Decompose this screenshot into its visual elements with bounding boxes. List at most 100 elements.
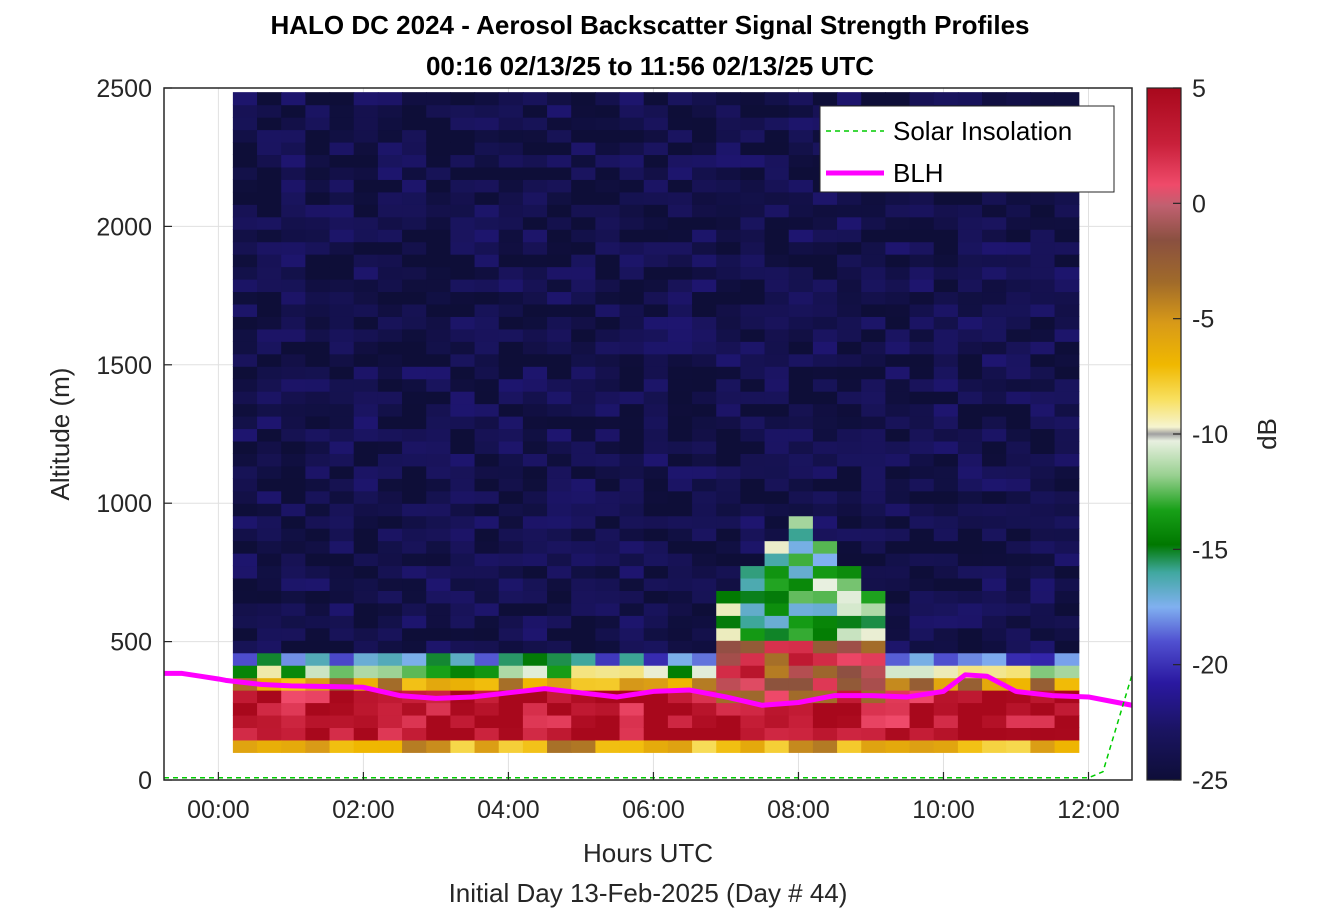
heatmap-cell — [619, 416, 645, 430]
heatmap-cell — [837, 465, 862, 479]
heatmap-cell — [353, 453, 379, 467]
heatmap-cell — [957, 690, 983, 704]
heatmap-cell — [329, 503, 355, 517]
heatmap-cell — [474, 652, 500, 666]
heatmap-cell — [1006, 640, 1032, 654]
heatmap-cell — [716, 440, 741, 454]
heatmap-cell — [281, 665, 306, 679]
heatmap-cell — [957, 714, 983, 729]
heatmap-cell — [764, 366, 790, 380]
heatmap-cell — [1006, 553, 1032, 567]
heatmap-cell — [450, 141, 476, 156]
heatmap-cell — [547, 278, 572, 293]
heatmap-cell — [329, 428, 355, 442]
heatmap-cell — [426, 141, 451, 156]
heatmap-cell — [402, 478, 427, 492]
heatmap-cell — [909, 515, 935, 529]
heatmap-cell — [788, 465, 814, 479]
heatmap-cell — [933, 739, 959, 753]
heatmap-cell — [426, 278, 451, 293]
heatmap-cell — [257, 465, 282, 479]
heatmap-cell — [619, 117, 645, 131]
heatmap-cell — [547, 640, 572, 654]
heatmap-cell — [402, 665, 427, 679]
heatmap-cell — [957, 528, 983, 542]
heatmap-cell — [257, 714, 282, 729]
heatmap-cell — [619, 602, 645, 616]
heatmap-cell — [619, 104, 645, 118]
heatmap-cell — [329, 478, 355, 492]
heatmap-cell — [329, 577, 355, 591]
heatmap-cell — [619, 627, 645, 641]
heatmap-cell — [788, 378, 814, 392]
heatmap-cell — [1030, 590, 1056, 604]
heatmap-cell — [861, 739, 887, 753]
heatmap-cell — [232, 565, 258, 579]
heatmap-cell — [450, 191, 476, 205]
heatmap-cell — [667, 403, 693, 417]
heatmap-cell — [281, 278, 306, 293]
heatmap-cell — [1054, 241, 1080, 255]
heatmap-cell — [1006, 565, 1032, 579]
heatmap-cell — [764, 577, 790, 591]
heatmap-cell — [692, 303, 717, 317]
heatmap-cell — [1030, 515, 1056, 529]
heatmap-cell — [595, 204, 621, 218]
heatmap-cell — [402, 191, 427, 205]
heatmap-cell — [329, 129, 355, 143]
heatmap-cell — [377, 652, 403, 666]
heatmap-cell — [812, 353, 838, 367]
heatmap-cell — [909, 465, 935, 479]
heatmap-cell — [957, 241, 983, 255]
solar-insolation-series-line — [164, 674, 1133, 779]
heatmap-cell — [740, 416, 766, 430]
colorbar-label: dB — [1252, 418, 1282, 450]
heatmap-cell — [716, 278, 741, 293]
heatmap-cell — [571, 254, 596, 268]
heatmap-cell — [982, 727, 1007, 741]
heatmap-cell — [426, 602, 451, 616]
heatmap-cell — [232, 366, 258, 380]
heatmap-cell — [1054, 727, 1080, 741]
heatmap-cell — [933, 702, 959, 716]
heatmap-cell — [498, 565, 524, 579]
heatmap-cell — [377, 92, 403, 106]
heatmap-cell — [812, 677, 838, 691]
heatmap-cell — [450, 577, 476, 591]
heatmap-cell — [1030, 216, 1056, 230]
heatmap-cell — [402, 129, 427, 143]
heatmap-cell — [547, 316, 572, 330]
heatmap-cell — [547, 503, 572, 517]
heatmap-cell — [909, 615, 935, 629]
heatmap-cell — [1006, 440, 1032, 454]
heatmap-cell — [522, 690, 548, 704]
heatmap-cell — [957, 702, 983, 716]
heatmap-cell — [571, 328, 596, 342]
heatmap-cell — [426, 453, 451, 467]
heatmap-cell — [474, 428, 500, 442]
heatmap-cell — [764, 553, 790, 567]
heatmap-cell — [329, 727, 355, 741]
heatmap-cell — [377, 328, 403, 342]
heatmap-cell — [232, 391, 258, 405]
heatmap-cell — [788, 665, 814, 679]
heatmap-cell — [281, 652, 306, 666]
heatmap-cell — [619, 266, 645, 280]
heatmap-cell — [281, 615, 306, 629]
heatmap-cell — [764, 316, 790, 330]
heatmap-cell — [1030, 652, 1056, 666]
heatmap-cell — [281, 478, 306, 492]
heatmap-cell — [885, 553, 911, 567]
heatmap-cell — [498, 515, 524, 529]
heatmap-cell — [716, 540, 741, 554]
heatmap-cell — [692, 727, 717, 741]
heatmap-cell — [716, 714, 741, 729]
heatmap-cell — [837, 378, 862, 392]
heatmap-cell — [619, 179, 645, 193]
heatmap-cell — [788, 577, 814, 591]
heatmap-cell — [257, 665, 282, 679]
heatmap-cell — [982, 702, 1007, 716]
heatmap-cell — [402, 540, 427, 554]
heatmap-cell — [595, 677, 621, 691]
heatmap-cell — [474, 104, 500, 118]
